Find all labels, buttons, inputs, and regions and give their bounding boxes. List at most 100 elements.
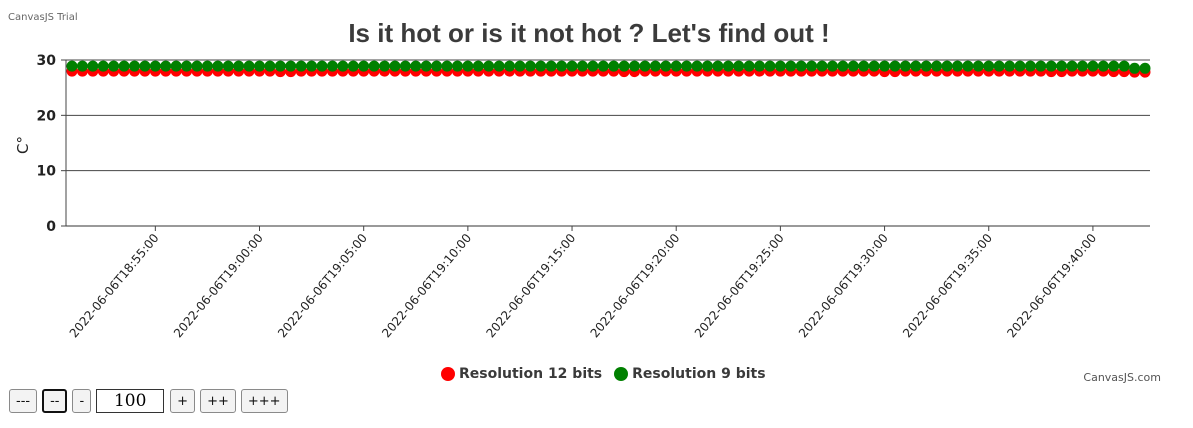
- data-point: [1014, 60, 1026, 72]
- y-axis-label: C°: [14, 136, 32, 154]
- data-point: [951, 60, 963, 72]
- data-point: [774, 60, 786, 72]
- data-point: [420, 60, 432, 72]
- data-point: [264, 60, 276, 72]
- data-point: [1097, 60, 1109, 72]
- chart-legend: Resolution 12 bits Resolution 9 bits: [441, 366, 778, 382]
- data-point: [451, 60, 463, 72]
- zoom-controls: --- -- - + ++ +++: [9, 389, 293, 413]
- data-point: [879, 60, 891, 72]
- data-point: [587, 60, 599, 72]
- data-point: [462, 60, 474, 72]
- data-point: [722, 60, 734, 72]
- data-point: [556, 60, 568, 72]
- data-point: [1076, 60, 1088, 72]
- increase-small-button[interactable]: +: [170, 389, 196, 413]
- data-point: [597, 60, 609, 72]
- x-tick-label: 2022-06-06T19:35:00: [900, 231, 995, 340]
- data-point: [295, 60, 307, 72]
- legend-item-12bit[interactable]: Resolution 12 bits: [441, 366, 602, 382]
- canvasjs-credit-link[interactable]: CanvasJS.com: [1083, 371, 1161, 384]
- data-point: [639, 60, 651, 72]
- legend-marker-12bit-icon: [441, 367, 455, 381]
- data-point: [1129, 62, 1141, 74]
- grid-lines: [66, 59, 1150, 227]
- y-tick-label: 10: [37, 164, 57, 180]
- data-point: [826, 60, 838, 72]
- data-point: [233, 60, 245, 72]
- data-point: [379, 60, 391, 72]
- data-point: [222, 60, 234, 72]
- data-point: [847, 60, 859, 72]
- data-point: [576, 60, 588, 72]
- data-point: [795, 60, 807, 72]
- y-tick-label: 30: [37, 53, 57, 69]
- data-point: [535, 60, 547, 72]
- data-point: [483, 60, 495, 72]
- increase-large-button[interactable]: +++: [240, 389, 288, 413]
- data-point: [806, 60, 818, 72]
- legend-label-12bit: Resolution 12 bits: [459, 366, 603, 382]
- data-point: [681, 60, 693, 72]
- data-point: [785, 60, 797, 72]
- data-point: [76, 60, 88, 72]
- data-point: [649, 60, 661, 72]
- data-point: [285, 60, 297, 72]
- data-point: [201, 60, 213, 72]
- trial-watermark: CanvasJS Trial: [8, 12, 78, 23]
- data-point: [337, 60, 349, 72]
- data-point: [108, 60, 120, 72]
- data-point: [712, 60, 724, 72]
- data-point: [743, 60, 755, 72]
- increase-medium-button[interactable]: ++: [200, 389, 236, 413]
- data-point: [868, 60, 880, 72]
- data-point: [66, 60, 78, 72]
- data-point: [97, 60, 109, 72]
- x-tick-label: 2022-06-06T19:20:00: [588, 231, 683, 340]
- data-point: [1045, 60, 1057, 72]
- data-point: [1056, 60, 1068, 72]
- data-point: [764, 60, 776, 72]
- data-point: [1108, 60, 1120, 72]
- data-point: [347, 60, 359, 72]
- data-point: [431, 60, 443, 72]
- data-point: [170, 60, 182, 72]
- data-point: [129, 60, 141, 72]
- data-point: [931, 60, 943, 72]
- data-point: [858, 60, 870, 72]
- x-tick-label: 2022-06-06T19:00:00: [171, 231, 266, 340]
- x-tick-label: 2022-06-06T19:05:00: [275, 231, 370, 340]
- data-point: [993, 60, 1005, 72]
- data-point: [191, 60, 203, 72]
- data-point: [160, 60, 172, 72]
- data-point: [504, 60, 516, 72]
- x-tick-label: 2022-06-06T19:30:00: [796, 231, 891, 340]
- data-point: [691, 60, 703, 72]
- data-point: [212, 60, 224, 72]
- decrease-medium-button[interactable]: --: [42, 389, 68, 413]
- data-point: [972, 60, 984, 72]
- y-tick-label: 20: [37, 108, 57, 124]
- data-point: [618, 60, 630, 72]
- data-point: [670, 60, 682, 72]
- data-point: [566, 60, 578, 72]
- data-point: [389, 60, 401, 72]
- data-point: [1004, 60, 1016, 72]
- data-point: [410, 60, 422, 72]
- x-tick-label: 2022-06-06T19:40:00: [1004, 231, 1099, 340]
- decrease-large-button[interactable]: ---: [9, 389, 38, 413]
- points-count-input[interactable]: [96, 389, 165, 413]
- data-point: [1066, 60, 1078, 72]
- data-point: [326, 60, 338, 72]
- data-point: [524, 60, 536, 72]
- data-point: [472, 60, 484, 72]
- legend-label-9bit: Resolution 9 bits: [632, 366, 766, 382]
- data-point: [139, 60, 151, 72]
- data-point: [254, 60, 266, 72]
- data-point: [514, 60, 526, 72]
- data-point: [1035, 60, 1047, 72]
- decrease-small-button[interactable]: -: [72, 389, 92, 413]
- legend-item-9bit[interactable]: Resolution 9 bits: [614, 366, 766, 382]
- data-point: [733, 60, 745, 72]
- x-tick-label: 2022-06-06T19:10:00: [379, 231, 474, 340]
